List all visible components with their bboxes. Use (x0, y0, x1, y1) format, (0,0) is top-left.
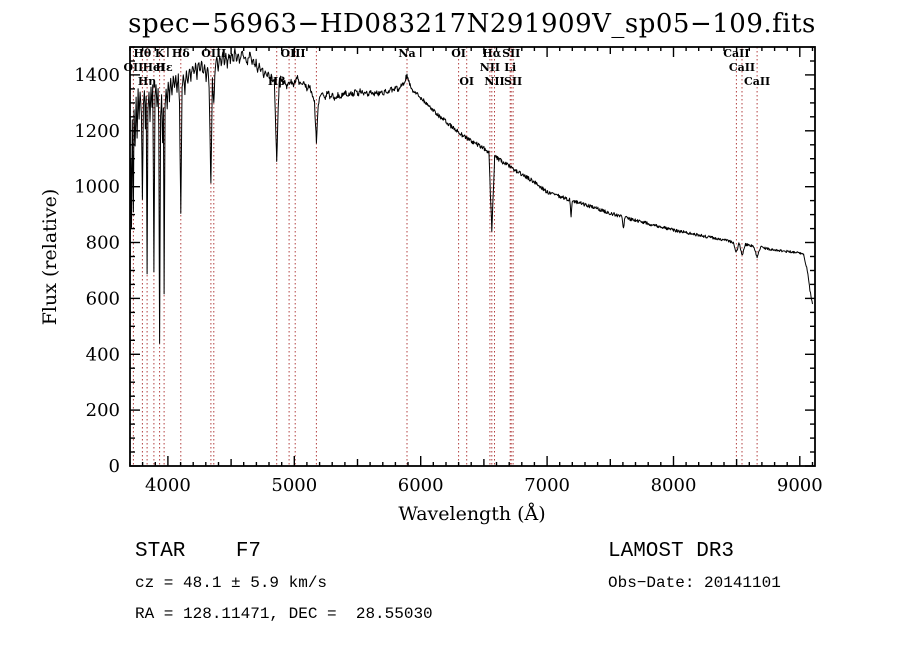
y-tick-label: 0 (109, 456, 120, 477)
spectral-line-label: HeI (143, 61, 166, 74)
spectral-line-label: Hα (482, 47, 501, 60)
x-tick-label: 6000 (398, 475, 444, 496)
spectral-line-label: OIII (201, 47, 226, 60)
chart-title: spec−56963−HD083217N291909V_sp05−109.fit… (128, 9, 816, 39)
spectral-line-label: Hθ (134, 47, 152, 60)
x-tick-label: 4000 (145, 475, 191, 496)
x-axis-label: Wavelength (Å) (398, 503, 545, 525)
spectral-line-label: SII (504, 75, 522, 88)
ra-dec: RA = 128.11471, DEC = 28.55030 (135, 605, 433, 623)
spectral-line-label: Li (504, 61, 516, 74)
spectral-line-label: CaII (744, 75, 770, 88)
y-tick-label: 400 (86, 344, 120, 365)
y-tick-label: 800 (86, 233, 120, 254)
spectral-line-label: NII (480, 61, 500, 74)
spectral-line-label: K (155, 47, 165, 60)
spectral-line-label: OI (451, 47, 466, 60)
spectral-line-label: OI (459, 75, 474, 88)
cz-value: cz = 48.1 ± 5.9 km/s (135, 574, 327, 592)
spectrum-path (129, 48, 813, 344)
survey-label: LAMOST DR3 (608, 540, 734, 563)
spectral-line-label: OIII (280, 47, 305, 60)
spectral-line-label: Na (398, 47, 415, 60)
y-tick-label: 1200 (74, 121, 120, 142)
x-tick-label: 5000 (271, 475, 317, 496)
y-axis-label: Flux (relative) (39, 189, 61, 326)
plot-area: 4000 5000 6000 7000 8000 9000 0 200 400 600 800 100… (74, 46, 823, 496)
x-tick-label: 9000 (777, 475, 823, 496)
spectral-line-label: Hε (156, 61, 173, 74)
spectral-line-label: Hβ (268, 75, 286, 88)
object-class-label: STAR F7 (135, 540, 261, 563)
spectral-line-label: OII (123, 61, 143, 74)
spectral-line-label: CaII (729, 61, 755, 74)
y-tick-label: 600 (86, 288, 120, 309)
y-tick-label: 1000 (74, 177, 120, 198)
y-tick-label: 200 (86, 400, 120, 421)
spectral-line-label: CaII (723, 47, 749, 60)
y-tick-label: 1400 (74, 65, 120, 86)
x-tick-label: 7000 (524, 475, 570, 496)
x-tick-label: 8000 (651, 475, 697, 496)
spectral-line-label: NII (484, 75, 504, 88)
spectral-line-label: Hη (138, 75, 156, 88)
spectral-line-label: SII (502, 47, 520, 60)
spectral-line-label: Hδ (172, 47, 190, 60)
obs-date: Obs−Date: 20141101 (608, 574, 781, 592)
